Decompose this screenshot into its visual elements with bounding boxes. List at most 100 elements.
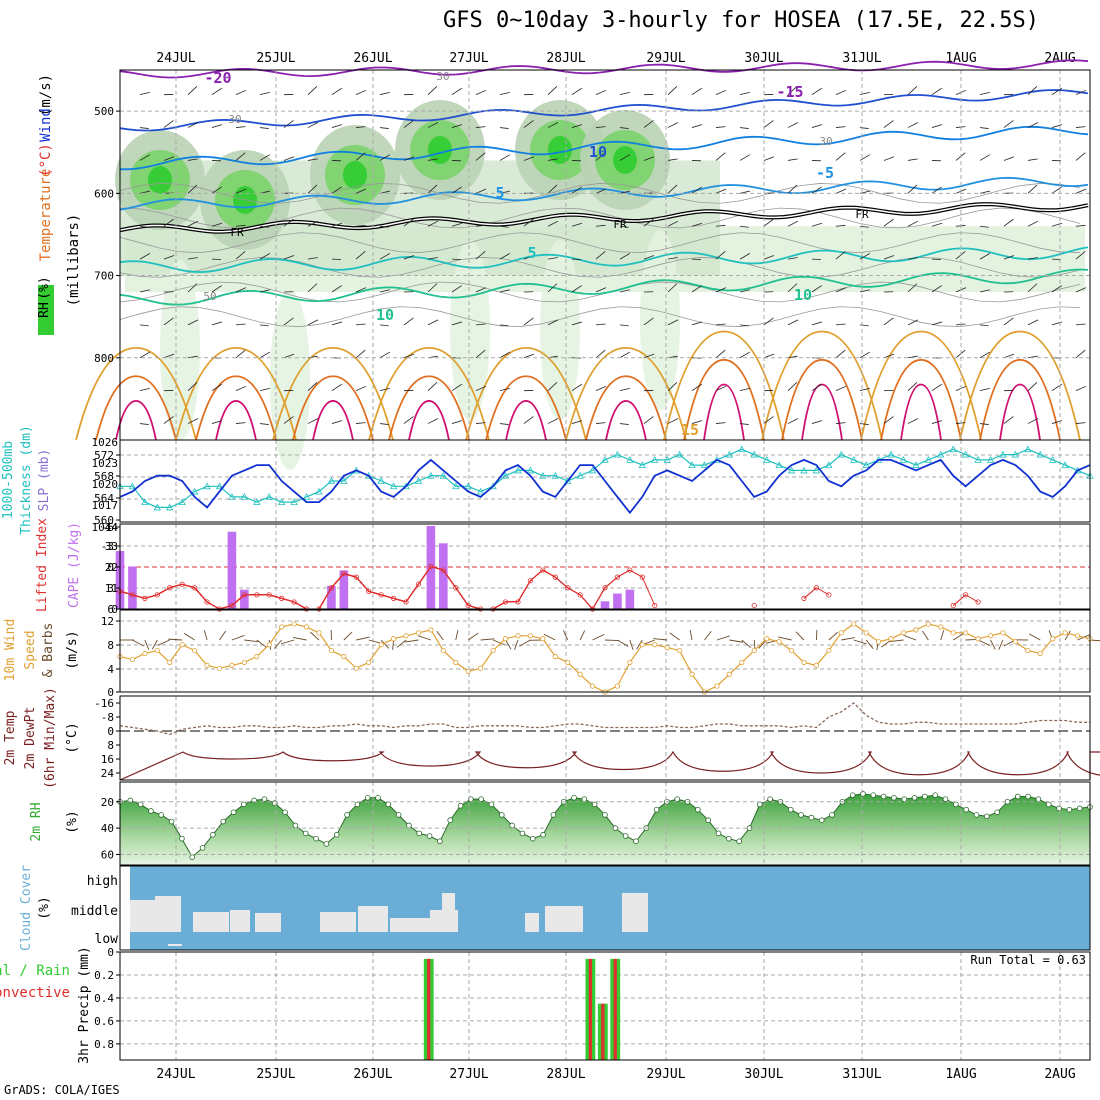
wind-barb [1027, 418, 1039, 424]
rh2m-point [695, 806, 701, 813]
lifted-line-seg [119, 573, 357, 610]
wind-barb [595, 287, 607, 293]
wind-barb-10m [455, 630, 459, 641]
cloud-middle-bar [130, 900, 155, 932]
wind-barb [235, 349, 246, 359]
lifted-point [341, 570, 347, 577]
lifted-point [279, 595, 285, 601]
rh2m-point [715, 830, 722, 837]
wind-speed-point [279, 624, 285, 630]
wind-barb [355, 126, 366, 128]
wind-barb [1003, 120, 1014, 128]
thickness-point [949, 445, 957, 453]
wind-barb [595, 89, 607, 96]
warm-loop [565, 347, 687, 441]
thickness-point [539, 471, 547, 479]
wind-barb [259, 324, 269, 327]
temp-tick-label: 16 [101, 753, 114, 766]
wind-barb [355, 188, 367, 194]
lifted-line-seg [119, 583, 257, 610]
temperature-line [119, 750, 1100, 781]
thickness-point [340, 477, 348, 484]
wind-barb-10m [1064, 630, 1071, 641]
wind-barb [139, 351, 151, 359]
wind-speed-point [963, 630, 969, 636]
wind-barb-10m [231, 635, 245, 641]
wind-barb [1051, 124, 1063, 128]
wind-speed-point [266, 642, 272, 648]
thickness-point [613, 450, 622, 458]
wind-barb [547, 122, 559, 128]
isotherms [119, 59, 1089, 306]
wind-barb [1051, 285, 1062, 293]
lifted-index-label: Lifted Index [35, 518, 50, 612]
thickness-point [862, 461, 870, 469]
rh2m-point [808, 814, 815, 821]
rh-tick-label: 40 [101, 822, 114, 835]
wind-speed-point [565, 659, 571, 666]
wind-barb [355, 349, 366, 359]
wind-barb [907, 355, 918, 359]
wind-barb [475, 89, 487, 96]
lifted-point [378, 592, 384, 598]
wind-barb [187, 184, 198, 194]
rh2m-point [591, 801, 598, 808]
thickness-point [850, 456, 858, 463]
thickness-point [228, 493, 236, 500]
wind-barb-10m [629, 639, 634, 650]
wind-barb [907, 283, 918, 293]
cloud-unit-label: (%) [37, 896, 52, 919]
wind-barb [547, 85, 558, 95]
isotherm-label: 30 [819, 135, 832, 148]
wind-barb [307, 319, 319, 326]
wind10-unit-label: (m/s) [65, 630, 80, 669]
lifted-point [204, 599, 210, 605]
wind-barb-10m [669, 632, 680, 641]
wind-barb [163, 317, 174, 326]
wind-barb [1027, 257, 1038, 260]
wind-barb [931, 87, 942, 96]
wind-barb [739, 253, 751, 260]
wind-barb [619, 289, 630, 293]
wind-barb [691, 222, 703, 227]
thickness-point [576, 471, 584, 479]
thickness-point [153, 503, 161, 511]
isotherm-label: 30 [436, 70, 449, 83]
wind-speed-series [117, 621, 1093, 695]
wind-speed-point [801, 659, 807, 666]
date-label-bottom: 26JUL [353, 1067, 392, 1082]
thickness-series [116, 445, 1094, 511]
wind-barb [187, 381, 198, 391]
wind-barb [235, 89, 247, 96]
rh-contour-line [119, 281, 1081, 303]
cloud-middle-bar [545, 906, 583, 932]
thickness-point [240, 493, 249, 500]
wind-barb-10m [636, 639, 643, 650]
wind-barb [475, 323, 486, 326]
wind-barb [1003, 317, 1014, 326]
wind-speed-point [1062, 630, 1068, 636]
dewpt2m-label: 2m DewPt [23, 707, 38, 770]
thickness-point [812, 466, 821, 474]
cloud-middle-bar [155, 896, 181, 932]
wind-barb [235, 126, 246, 128]
wind-barb [187, 220, 199, 227]
wind-barb [475, 251, 486, 260]
wind-barb [787, 85, 798, 95]
precip-convective-label: Convective [0, 985, 70, 1001]
wind-barb [259, 351, 271, 359]
wind-barb [907, 122, 919, 128]
wind-barb-10m [492, 639, 506, 646]
warm-loop [292, 375, 374, 441]
wind-speed-point [328, 647, 335, 654]
wind-barb [763, 255, 775, 260]
wind-barb-10m [404, 639, 419, 643]
wind-speed-point [1037, 650, 1043, 657]
wind-barb [139, 423, 149, 425]
wind-barb [811, 285, 822, 293]
rh2m-point [333, 831, 340, 838]
wind-barb [139, 253, 151, 260]
wind-barb [763, 353, 775, 359]
wind-barb [355, 251, 366, 260]
rh2m-point [798, 812, 804, 818]
